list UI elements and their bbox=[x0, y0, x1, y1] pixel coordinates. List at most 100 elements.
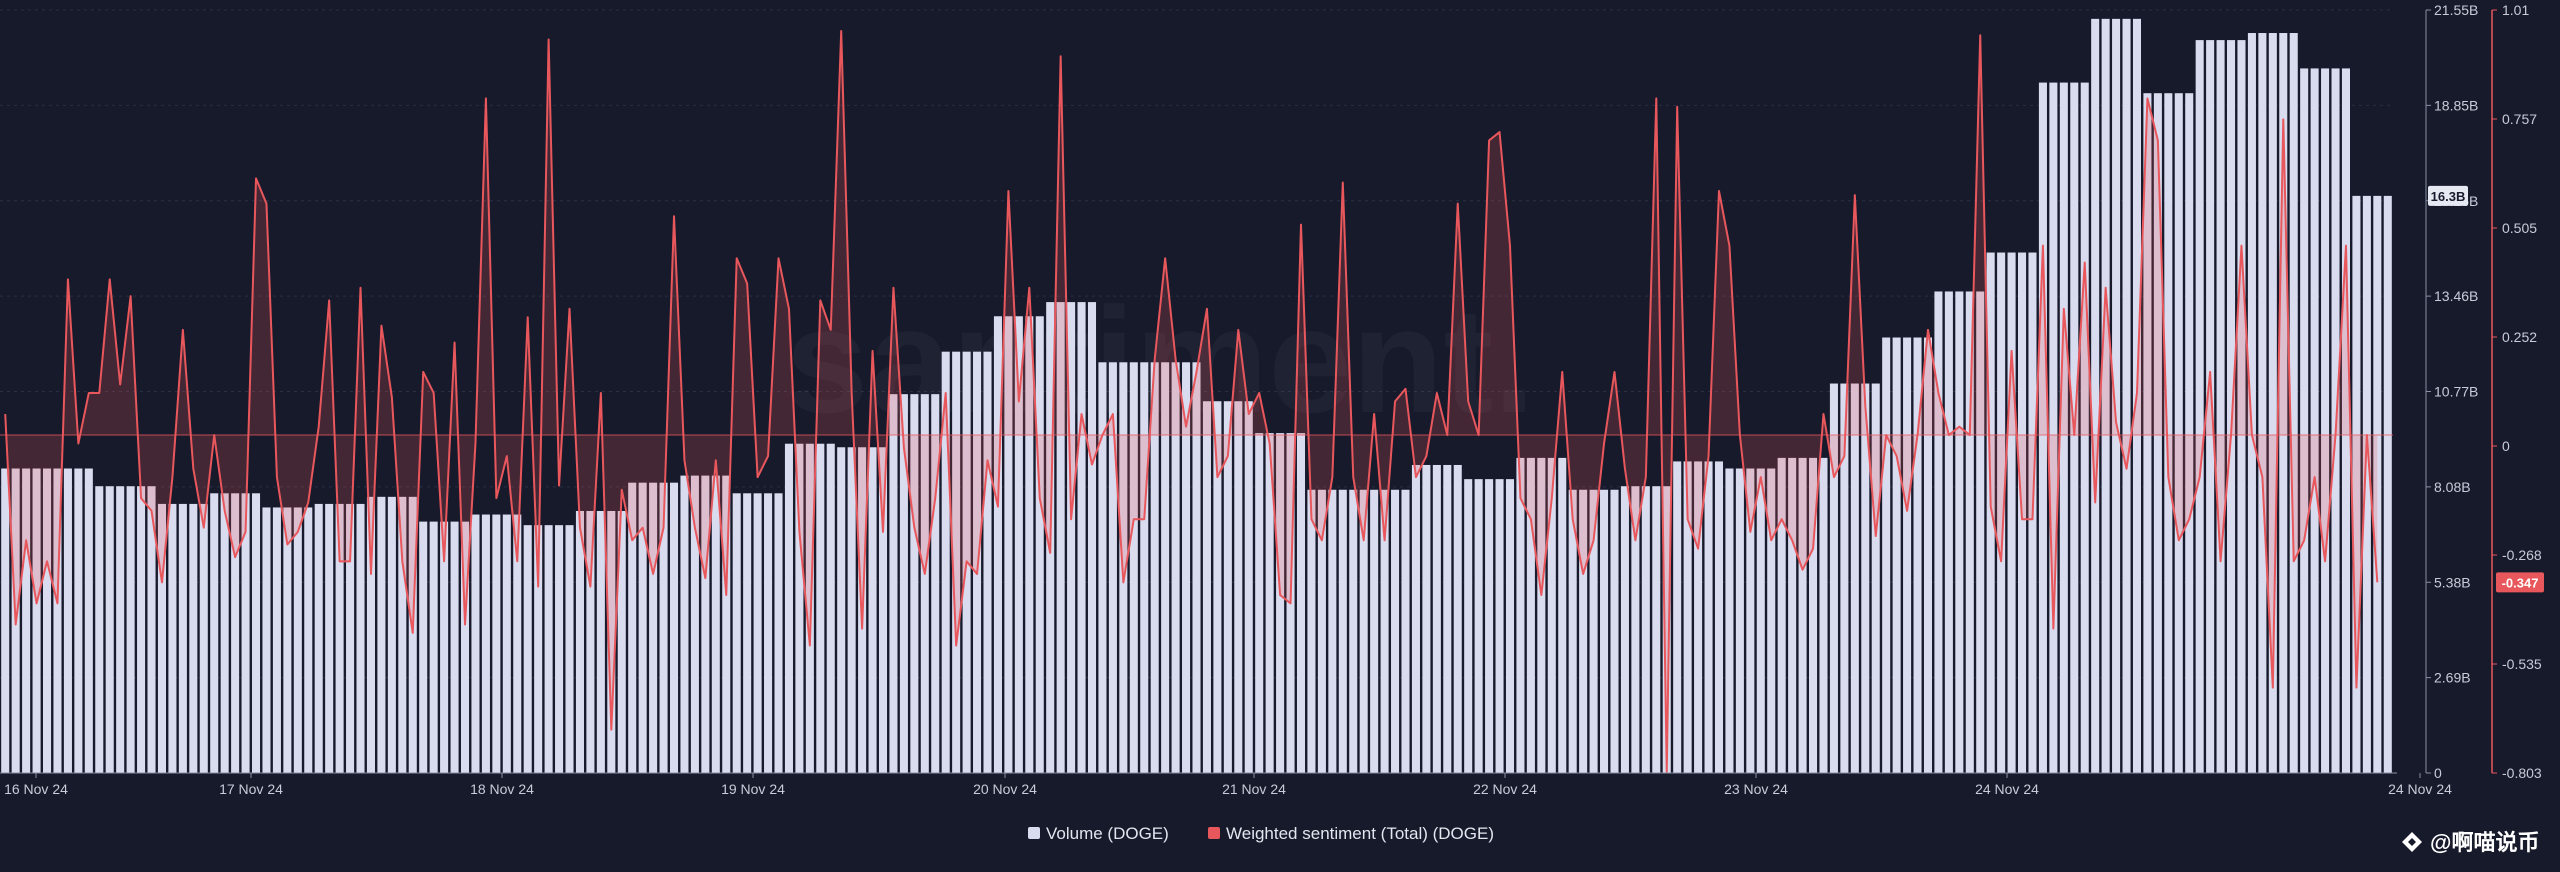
volume-bar bbox=[1558, 457, 1567, 773]
volume-bar bbox=[910, 394, 919, 773]
volume-bar bbox=[1746, 468, 1755, 773]
volume-bar bbox=[920, 394, 929, 773]
volume-bar bbox=[220, 493, 229, 773]
volume-bar bbox=[743, 493, 752, 773]
volume-bar bbox=[1840, 383, 1849, 773]
volume-bar bbox=[2268, 33, 2277, 774]
volume-bar bbox=[784, 443, 793, 773]
volume-bar bbox=[2049, 82, 2058, 773]
volume-bar bbox=[711, 475, 720, 773]
volume-bar bbox=[210, 493, 219, 773]
volume-bar bbox=[513, 514, 522, 773]
volume-bar bbox=[1077, 302, 1086, 773]
volume-bar bbox=[617, 510, 626, 773]
y-right-tick-label: -0.535 bbox=[2502, 656, 2542, 672]
volume-bar bbox=[1725, 468, 1734, 773]
y-left-tick-label: 5.38B bbox=[2434, 574, 2471, 590]
volume-bar bbox=[2007, 252, 2016, 774]
volume-bar bbox=[1391, 489, 1400, 773]
legend-label-sentiment: Weighted sentiment (Total) (DOGE) bbox=[1226, 824, 1494, 843]
volume-bar bbox=[377, 496, 386, 773]
x-tick-label: 22 Nov 24 bbox=[1473, 781, 1537, 797]
volume-bar bbox=[398, 496, 407, 773]
volume-bar bbox=[1986, 252, 1995, 774]
volume-bar bbox=[2341, 68, 2351, 774]
volume-bar bbox=[1453, 464, 1462, 773]
volume-bar bbox=[1234, 401, 1243, 773]
volume-bar bbox=[565, 525, 574, 773]
volume-bar bbox=[2112, 18, 2121, 774]
volume-bar bbox=[126, 486, 135, 773]
volume-bar bbox=[178, 503, 187, 773]
volume-bar bbox=[387, 496, 396, 773]
volume-bar bbox=[1505, 479, 1515, 773]
volume-bar bbox=[1882, 337, 1891, 773]
volume-bar bbox=[2310, 68, 2319, 774]
volume-bar bbox=[1317, 489, 1326, 773]
volume-bar bbox=[586, 510, 595, 773]
legend[interactable]: Volume (DOGE) Weighted sentiment (Total) … bbox=[1028, 824, 1494, 843]
volume-bar bbox=[241, 493, 250, 773]
volume-bar bbox=[1809, 457, 1818, 773]
volume-bar bbox=[878, 447, 888, 773]
volume-bar bbox=[1223, 401, 1232, 773]
volume-bar bbox=[1568, 489, 1577, 773]
volume-bar bbox=[868, 447, 877, 773]
volume-bar bbox=[335, 503, 344, 773]
x-tick-label: 24 Nov 24 bbox=[2388, 781, 2452, 797]
volume-bar bbox=[1474, 479, 1483, 773]
volume-bar bbox=[899, 394, 908, 773]
volume-bar bbox=[1056, 302, 1065, 773]
volume-bar bbox=[2122, 18, 2131, 774]
volume-bar bbox=[638, 482, 647, 773]
volume-bar bbox=[1579, 489, 1588, 773]
volume-bar bbox=[2237, 40, 2246, 773]
volume-bar bbox=[575, 510, 584, 773]
x-tick-label: 19 Nov 24 bbox=[721, 781, 785, 797]
y-left-tick-label: 8.08B bbox=[2434, 479, 2471, 495]
y-right-tick-label: -0.268 bbox=[2502, 547, 2542, 563]
sentiment-current-label: -0.347 bbox=[2502, 575, 2539, 590]
volume-bar bbox=[147, 486, 156, 773]
x-tick-label: 21 Nov 24 bbox=[1222, 781, 1286, 797]
volume-bar bbox=[2321, 68, 2330, 774]
volume-bar bbox=[1464, 479, 1473, 773]
volume-bar bbox=[1202, 401, 1211, 773]
volume-bar bbox=[1871, 383, 1880, 773]
volume-bar bbox=[2164, 93, 2173, 774]
volume-bar bbox=[1150, 362, 1159, 773]
volume-bar bbox=[314, 503, 323, 773]
volume-bar bbox=[2373, 195, 2382, 774]
volume-bar bbox=[304, 507, 313, 773]
sentiment-current-badge bbox=[2496, 572, 2544, 593]
volume-current-label: 16.3B bbox=[2431, 189, 2466, 204]
y-left-tick-label: 18.85B bbox=[2434, 97, 2478, 113]
volume-bar bbox=[1620, 486, 1629, 773]
volume-bar bbox=[1600, 489, 1609, 773]
y-right-tick-label: 0.757 bbox=[2502, 111, 2537, 127]
volume-bar bbox=[1913, 337, 1922, 773]
volume-bar bbox=[42, 468, 52, 773]
volume-bar bbox=[1380, 489, 1389, 773]
volume-bar bbox=[1495, 479, 1504, 773]
y-right-tick-label: 1.01 bbox=[2502, 2, 2529, 18]
volume-bar bbox=[1861, 383, 1870, 773]
volume-bar bbox=[1192, 362, 1201, 773]
volume-bar bbox=[502, 514, 511, 773]
volume-bar bbox=[1589, 489, 1598, 773]
volume-bar bbox=[2143, 93, 2152, 774]
volume-bar bbox=[1694, 461, 1703, 773]
volume-bar bbox=[774, 493, 783, 773]
volume-bar bbox=[231, 493, 240, 773]
legend-swatch-sentiment bbox=[1208, 827, 1220, 839]
y-right-tick-label: 0.505 bbox=[2502, 220, 2537, 236]
volume-bar bbox=[1641, 486, 1650, 773]
volume-bar bbox=[2038, 82, 2047, 773]
volume-bar bbox=[366, 496, 375, 773]
volume-current-badge bbox=[2428, 185, 2468, 206]
volume-bar bbox=[1662, 486, 1671, 773]
volume-bar bbox=[1652, 486, 1661, 773]
volume-bar bbox=[1819, 457, 1828, 773]
